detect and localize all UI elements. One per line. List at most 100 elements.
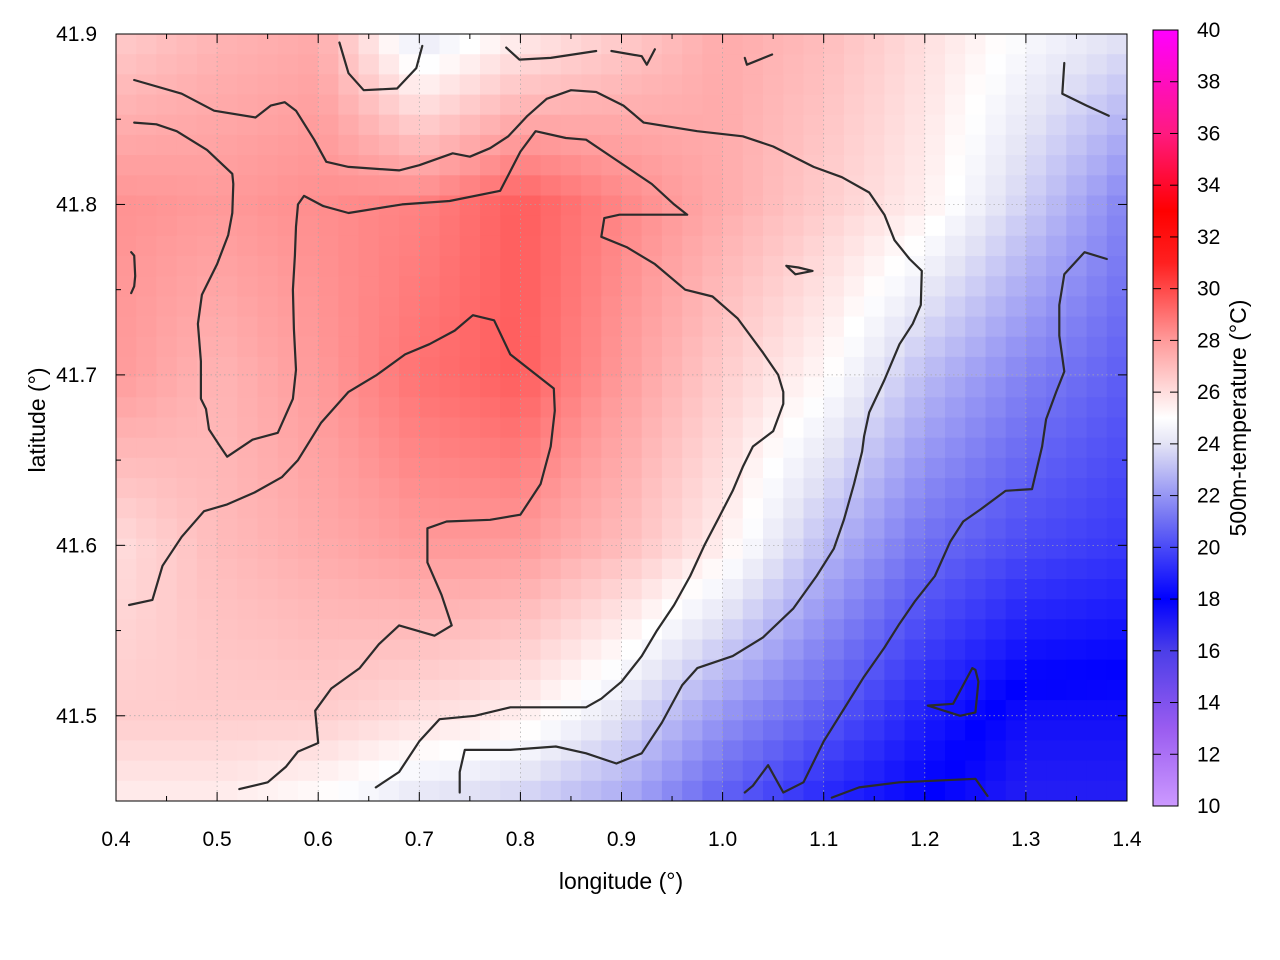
heatmap-cell <box>803 558 825 580</box>
heatmap-cell <box>1086 336 1108 358</box>
heatmap-cell <box>722 619 744 641</box>
heatmap-cell <box>1086 437 1108 459</box>
heatmap-cell <box>500 114 521 136</box>
heatmap-cell <box>581 538 602 560</box>
heatmap-cell <box>1086 417 1108 439</box>
heatmap-cell <box>358 780 380 801</box>
heatmap-cell <box>823 215 845 237</box>
heatmap-cell <box>803 700 825 721</box>
heatmap-cell <box>1066 256 1088 277</box>
heatmap-cell <box>277 54 299 75</box>
heatmap-cell <box>884 256 906 277</box>
heatmap-cell <box>136 336 157 358</box>
heatmap-cell <box>601 94 623 116</box>
heatmap-cell <box>843 417 865 439</box>
heatmap-cell <box>641 740 663 762</box>
heatmap-cell <box>298 700 319 721</box>
heatmap-cell <box>803 336 825 358</box>
heatmap-cell <box>500 780 521 801</box>
heatmap-cell <box>1066 215 1088 237</box>
heatmap-cell <box>1086 740 1108 762</box>
heatmap-cell <box>884 679 906 701</box>
heatmap-cell <box>581 296 602 318</box>
heatmap-cell <box>581 659 602 681</box>
heatmap-cell <box>742 316 764 338</box>
heatmap-cell <box>560 720 582 742</box>
heatmap-cell <box>257 54 279 75</box>
heatmap-cell <box>358 215 380 237</box>
heatmap-cell <box>803 54 825 75</box>
heatmap-cell <box>217 619 238 641</box>
heatmap-cell <box>763 740 784 762</box>
heatmap-cell <box>843 760 865 782</box>
heatmap-cell <box>581 397 602 419</box>
heatmap-cell <box>884 195 906 217</box>
heatmap-cell <box>702 316 724 338</box>
heatmap-cell <box>702 498 724 519</box>
heatmap-cell <box>399 215 420 237</box>
heatmap-cell <box>116 94 137 116</box>
heatmap-cell <box>641 94 663 116</box>
heatmap-cell <box>621 175 643 197</box>
heatmap-cell <box>985 437 1007 459</box>
heatmap-cell <box>864 579 885 600</box>
heatmap-cell <box>116 619 137 641</box>
heatmap-cell <box>318 34 339 55</box>
heatmap-cell <box>318 417 339 439</box>
heatmap-cell <box>661 377 683 398</box>
heatmap-cell <box>217 700 238 721</box>
heatmap-cell <box>1066 94 1088 116</box>
heatmap-cell <box>237 134 259 156</box>
heatmap-cell <box>156 619 178 641</box>
heatmap-cell <box>601 437 623 459</box>
heatmap-cell <box>1046 679 1067 701</box>
heatmap-cell <box>722 316 744 338</box>
heatmap-cell <box>277 114 299 136</box>
heatmap-cell <box>237 235 259 257</box>
heatmap-cell <box>1005 780 1027 801</box>
heatmap-cell <box>985 397 1007 419</box>
heatmap-cell <box>560 599 582 620</box>
heatmap-cell <box>196 579 218 600</box>
heatmap-cell <box>318 356 339 378</box>
heatmap-cell <box>985 134 1007 156</box>
contour-line <box>926 667 980 717</box>
heatmap-cell <box>581 336 602 358</box>
heatmap-cell <box>823 700 845 721</box>
heatmap-cell <box>1025 296 1047 318</box>
heatmap-cell <box>641 437 663 459</box>
heatmap-cell <box>682 195 703 217</box>
heatmap-cell <box>378 336 400 358</box>
heatmap-cell <box>783 659 805 681</box>
heatmap-cell <box>661 740 683 762</box>
heatmap-cell <box>641 296 663 318</box>
heatmap-cell <box>1066 397 1088 419</box>
heatmap-cell <box>682 457 703 479</box>
heatmap-cell <box>459 195 481 217</box>
heatmap-cell <box>338 276 360 297</box>
heatmap-cell <box>419 74 441 96</box>
heatmap-cell <box>621 518 643 540</box>
heatmap-cell <box>217 760 238 782</box>
heatmap-cell <box>945 34 966 55</box>
heatmap-cell <box>277 679 299 701</box>
heatmap-cell <box>965 720 986 742</box>
heatmap-cell <box>237 639 259 661</box>
heatmap-cell <box>459 498 481 519</box>
grid-lines <box>116 34 1127 801</box>
heatmap-cell <box>1005 34 1027 55</box>
heatmap-cell <box>763 760 784 782</box>
heatmap-cell <box>156 256 178 277</box>
heatmap-cell <box>702 780 724 801</box>
heatmap-cell <box>217 276 238 297</box>
heatmap-cell <box>843 579 865 600</box>
heatmap-cell <box>1046 336 1067 358</box>
heatmap-cell <box>783 579 805 600</box>
heatmap-cell <box>217 215 238 237</box>
heatmap-cell <box>156 336 178 358</box>
heatmap-cell <box>843 296 865 318</box>
heatmap-cell <box>480 457 501 479</box>
heatmap-cell <box>843 316 865 338</box>
heatmap-cell <box>459 34 481 55</box>
heatmap-cell <box>1086 679 1108 701</box>
